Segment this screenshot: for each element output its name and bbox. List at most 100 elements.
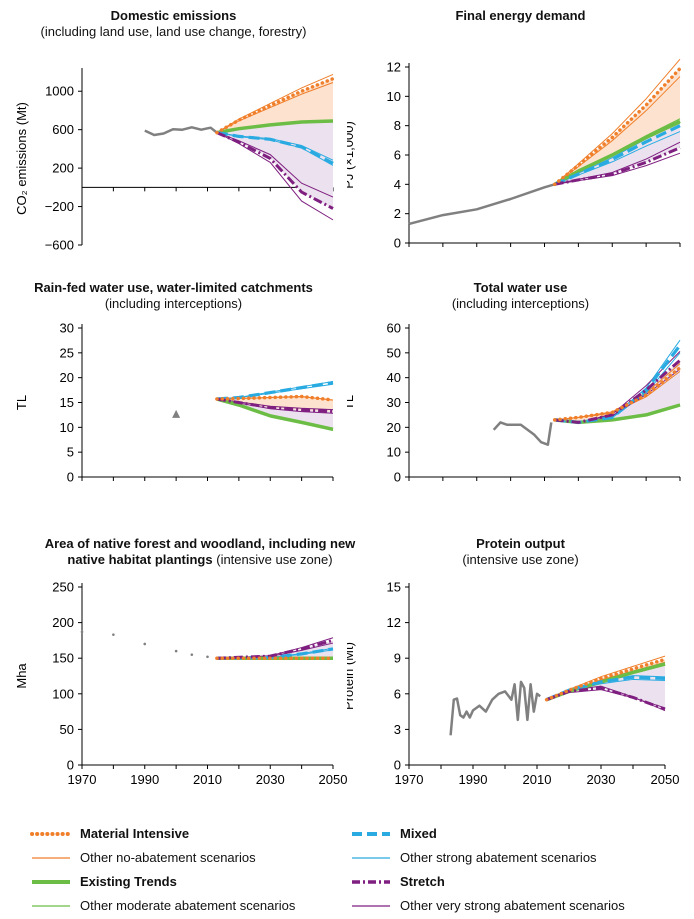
y-axis-label: TL bbox=[347, 395, 356, 410]
title-bold-2: native habitat plantings bbox=[67, 552, 213, 567]
x-tick-label: 2030 bbox=[256, 772, 285, 787]
y-tick-label: 0 bbox=[67, 758, 74, 773]
title-bold: Area of native forest and woodland, incl… bbox=[44, 536, 356, 551]
series-mixed bbox=[216, 131, 334, 165]
legend-swatch bbox=[32, 857, 70, 859]
x-tick-label: 1970 bbox=[68, 772, 97, 787]
legend-label: Stretch bbox=[400, 874, 445, 889]
panel-rainfed-water-use: Rain-fed water use, water-limited catchm… bbox=[0, 265, 347, 530]
legend-swatch bbox=[352, 880, 390, 884]
series-existing-trends bbox=[216, 397, 334, 432]
y-tick-label: 60 bbox=[387, 321, 401, 336]
legend-label: Existing Trends bbox=[80, 874, 177, 889]
panel-native-forest-area: Area of native forest and woodland, incl… bbox=[0, 530, 400, 795]
legend-label: Other very strong abatement scenarios bbox=[400, 898, 625, 913]
legend-swatch bbox=[30, 832, 72, 836]
y-tick-label: 200 bbox=[52, 161, 74, 176]
series-stretch bbox=[554, 359, 681, 424]
historical-point bbox=[172, 409, 181, 418]
panel-title: Area of native forest and woodland, incl… bbox=[0, 536, 400, 568]
y-tick-label: 10 bbox=[387, 445, 401, 460]
x-tick-label: 2010 bbox=[193, 772, 222, 787]
panel-title: Total water use (including interceptions… bbox=[347, 280, 694, 312]
legend-swatch bbox=[32, 880, 70, 884]
panel-title: Protein output (intensive use zone) bbox=[347, 536, 694, 568]
other-scenario-line bbox=[554, 141, 681, 185]
y-tick-label: 0 bbox=[394, 236, 401, 251]
legend-label: Other moderate abatement scenarios bbox=[80, 898, 296, 913]
panel-final-energy-demand: Final energy demand PJ (×1,000) 12 10 8 6 4 2 0 bbox=[347, 0, 694, 265]
title-bold: Total water use bbox=[473, 280, 568, 295]
legend-label: Other strong abatement scenarios bbox=[400, 850, 597, 865]
historical-point bbox=[174, 649, 178, 653]
historical-point bbox=[143, 642, 147, 646]
y-tick-label: 150 bbox=[52, 651, 74, 666]
y-tick-label: 12 bbox=[387, 615, 401, 630]
legend-swatch bbox=[352, 832, 390, 836]
panel-total-water-use: Total water use (including interceptions… bbox=[347, 265, 694, 530]
title-rest: (including interceptions) bbox=[451, 296, 590, 311]
series-historical bbox=[408, 183, 556, 226]
historical-point bbox=[190, 653, 194, 656]
legend-swatch bbox=[32, 905, 70, 907]
y-tick-label: 0 bbox=[67, 470, 74, 485]
series-existing-trends bbox=[216, 119, 334, 135]
series-material-intensive bbox=[552, 365, 682, 422]
title-rest: (intensive use zone) bbox=[216, 552, 333, 567]
series-material-intensive bbox=[215, 76, 335, 135]
legend: Material Intensive Other no-abatement sc… bbox=[0, 818, 694, 919]
series-existing-trends bbox=[554, 403, 681, 425]
y-tick-label: 100 bbox=[52, 686, 74, 701]
y-tick-label: 2 bbox=[394, 206, 401, 221]
legend-label: Mixed bbox=[400, 826, 437, 841]
y-axis-label: PJ (×1,000) bbox=[347, 121, 356, 189]
panel-protein-output: Protein output (intensive use zone) Prot… bbox=[347, 530, 694, 795]
panel-domestic-emissions: Domestic emissions (including land use, … bbox=[0, 0, 347, 265]
panel-title: Domestic emissions (including land use, … bbox=[0, 8, 347, 40]
title-rest: (including interceptions) bbox=[104, 296, 243, 311]
legend-swatch bbox=[352, 857, 390, 859]
y-tick-label: 20 bbox=[387, 420, 401, 435]
historical-point bbox=[206, 655, 209, 659]
legend-label: Material Intensive bbox=[80, 826, 190, 841]
y-tick-label: 3 bbox=[394, 722, 401, 737]
y-axis-label: Protein (Mt) bbox=[347, 642, 356, 710]
y-tick-label: 12 bbox=[387, 60, 401, 75]
series-historical bbox=[492, 421, 553, 446]
y-axis-label: TL bbox=[14, 395, 29, 410]
title-bold: Domestic emissions bbox=[110, 8, 237, 23]
x-tick-label: 2010 bbox=[523, 772, 552, 787]
series-stretch bbox=[216, 638, 334, 660]
chart-domestic-emissions: CO₂ emissions (Mt) 1000 600 200 −200 −600 bbox=[14, 68, 335, 253]
y-tick-label: 20 bbox=[60, 370, 74, 385]
historical-point bbox=[112, 633, 115, 637]
x-tick-label: 2050 bbox=[651, 772, 680, 787]
other-scenario-line bbox=[216, 132, 334, 221]
historical-point bbox=[80, 630, 84, 634]
legend-label: Other no-abatement scenarios bbox=[80, 850, 256, 865]
y-tick-label: 50 bbox=[387, 345, 401, 360]
y-tick-label: 6 bbox=[394, 148, 401, 163]
series-mixed bbox=[554, 344, 682, 424]
legend-swatch bbox=[352, 905, 390, 907]
y-tick-label: 10 bbox=[60, 420, 74, 435]
title-bold: Final energy demand bbox=[455, 8, 586, 23]
series-historical bbox=[144, 126, 218, 137]
series-stretch bbox=[554, 146, 681, 186]
chart-rainfed-water-use: TL 30 25 20 15 10 5 0 bbox=[14, 321, 335, 485]
x-tick-label: 1990 bbox=[130, 772, 159, 787]
y-tick-label: 30 bbox=[60, 321, 74, 336]
series-mixed bbox=[554, 124, 681, 186]
y-tick-label: 8 bbox=[394, 118, 401, 133]
y-tick-label: 15 bbox=[60, 395, 74, 410]
y-tick-label: 1000 bbox=[45, 84, 74, 99]
chart-final-energy-demand: PJ (×1,000) 12 10 8 6 4 2 0 bbox=[347, 58, 682, 251]
y-tick-label: 200 bbox=[52, 615, 74, 630]
y-tick-label: 600 bbox=[52, 122, 74, 137]
y-tick-label: −600 bbox=[45, 238, 74, 253]
other-scenario-line bbox=[216, 132, 334, 198]
x-tick-label: 1990 bbox=[459, 772, 488, 787]
series-stretch bbox=[216, 397, 334, 413]
x-tick-label: 2030 bbox=[587, 772, 616, 787]
